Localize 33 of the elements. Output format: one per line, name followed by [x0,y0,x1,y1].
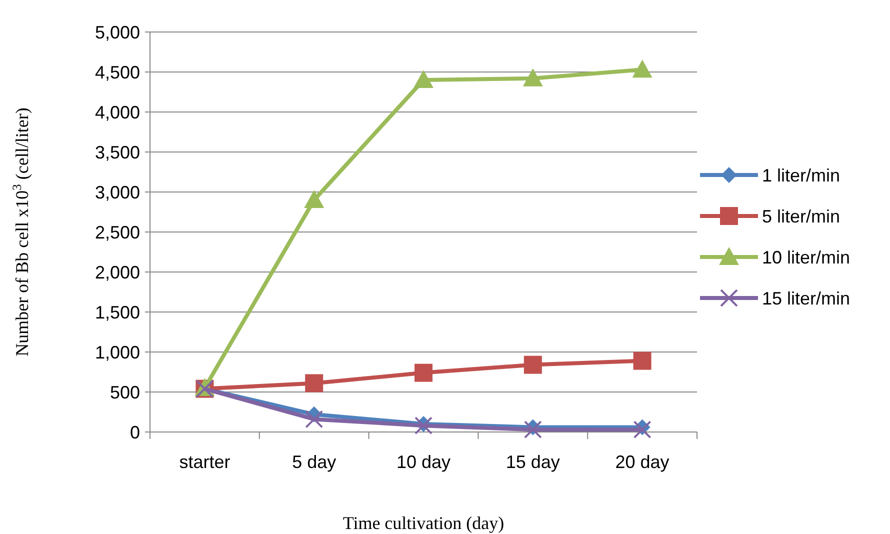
x-tick-label: 15 day [506,452,560,472]
x-tick-label: 20 day [615,452,670,472]
y-tick-label: 0 [130,422,140,442]
x-tick-label: starter [179,452,230,472]
point [414,416,432,435]
y-tick-label: 2,500 [94,222,140,242]
point [305,374,324,392]
legend-label: 5 liter/min [762,206,840,226]
legend-label: 15 liter/min [762,288,850,308]
legend-label: 1 liter/min [762,165,840,186]
y-tick-label: 2,000 [94,262,140,282]
y-tick-label: 1,500 [94,302,140,322]
y-tick-label: 4,000 [94,102,140,122]
point [633,352,652,370]
point [632,60,652,78]
point [305,410,324,428]
point [524,420,542,439]
point [414,70,434,88]
x-axis-title: Time cultivation (day) [342,513,504,533]
point [304,190,324,208]
point [522,68,543,86]
y-tick-label: 5,000 [94,22,140,42]
y-tick-label: 1,000 [94,342,140,362]
point [524,356,542,374]
y-tick-label: 3,000 [94,182,140,202]
y-tick-label: 3,500 [94,142,140,162]
point [414,364,432,382]
point [633,420,652,439]
legend-label: 10 liter/min [762,247,850,268]
x-tick-label: 5 day [292,452,336,472]
y-tick-label: 4,500 [94,62,140,82]
x-tick-label: 10 day [396,452,451,472]
y-tick-label: 500 [110,382,140,402]
